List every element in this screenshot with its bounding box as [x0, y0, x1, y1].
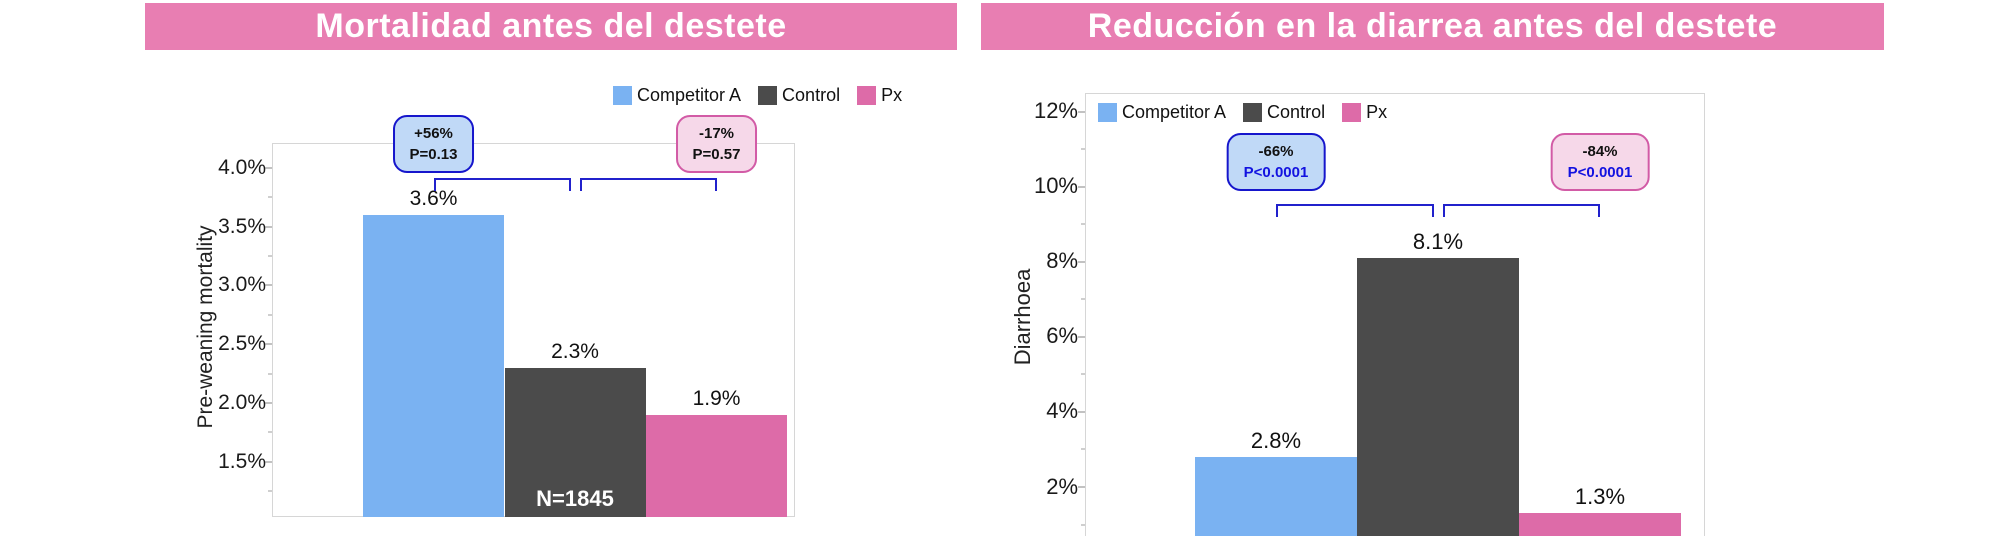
comparison-bracket-1-mortality [580, 178, 717, 191]
comparison-bracket-0-diarrhoea [1276, 204, 1434, 217]
y-axis-minor-tick-mortality [268, 372, 272, 375]
legend-item-control-diarrhoea: Control [1243, 102, 1325, 123]
annotation-delta-1-diarrhoea: -84% [1582, 143, 1618, 160]
y-axis-minor-tick-mortality [268, 431, 272, 434]
legend-item-px-mortality: Px [857, 85, 902, 106]
bar-control-diarrhoea [1357, 257, 1519, 536]
y-axis-major-tick-diarrhoea [1078, 185, 1085, 188]
bar-value-label-px-mortality: 1.9% [692, 386, 741, 410]
y-axis-tick-label-mortality: 2.0% [218, 391, 266, 415]
bar-px-mortality [646, 414, 787, 517]
legend-diarrhoea: Competitor A Control Px [1098, 102, 1387, 123]
legend-swatch-competitor-a-icon [1098, 103, 1117, 122]
y-axis-major-tick-mortality [265, 460, 272, 463]
legend-item-competitor-a-mortality: Competitor A [613, 85, 741, 106]
legend-swatch-control-icon [1243, 103, 1263, 122]
legend-label-control: Control [782, 85, 841, 105]
annotation-delta-0-mortality: +56% [414, 125, 453, 142]
legend-label-competitor-a: Competitor A [1122, 102, 1227, 122]
annotation-delta-0-diarrhoea: -66% [1258, 143, 1294, 160]
legend-label-px: Px [881, 85, 903, 105]
comparison-bracket-1-diarrhoea [1443, 204, 1600, 217]
legend-swatch-px-icon [857, 86, 877, 105]
y-axis-minor-tick-diarrhoea [1081, 448, 1085, 451]
annotation-delta-1-mortality: -17% [698, 125, 735, 142]
bar-value-label-px-diarrhoea: 1.3% [1574, 484, 1626, 510]
y-axis-major-tick-diarrhoea [1078, 486, 1085, 488]
bar-value-label-control-diarrhoea: 8.1% [1412, 228, 1464, 254]
plot-frame-diarrhoea [1085, 93, 1705, 536]
bar-competitor-a-mortality [363, 214, 504, 517]
left-chart-title-banner: Mortalidad antes del destete [145, 3, 957, 50]
y-axis-tick-label-mortality: 1.5% [218, 449, 266, 473]
y-axis-tick-label-diarrhoea: 6% [1046, 323, 1078, 349]
legend-item-px-diarrhoea: Px [1342, 102, 1387, 123]
y-axis-minor-tick-diarrhoea [1081, 373, 1085, 376]
annotation-box-0-mortality: +56% P=0.13 [392, 115, 475, 173]
bar-value-label-competitor-a-mortality: 3.6% [409, 186, 458, 210]
y-axis-tick-label-mortality: 4.0% [218, 155, 266, 179]
annotation-pvalue-0-diarrhoea: P<0.0001 [1243, 164, 1309, 181]
legend-label-px: Px [1366, 102, 1388, 122]
legend-label-control: Control [1267, 102, 1326, 122]
annotation-box-1-mortality: -17% P=0.57 [675, 115, 758, 173]
annotation-pvalue-1-mortality: P=0.57 [692, 146, 741, 163]
legend-swatch-control-icon [758, 86, 778, 105]
legend-mortality: Competitor A Control Px [613, 85, 902, 106]
y-axis-major-tick-mortality [265, 166, 272, 169]
comparison-bracket-0-mortality [433, 178, 571, 191]
legend-item-control-mortality: Control [758, 85, 840, 106]
y-axis-minor-tick-mortality [268, 196, 272, 199]
legend-label-competitor-a: Competitor A [637, 85, 742, 105]
y-axis-minor-tick-mortality [268, 490, 272, 493]
y-axis-minor-tick-diarrhoea [1081, 148, 1085, 151]
y-axis-tick-label-mortality: 3.0% [218, 273, 266, 297]
legend-swatch-competitor-a-icon [613, 86, 632, 105]
right-chart-title-banner: Reducción en la diarrea antes del destet… [981, 3, 1884, 50]
y-axis-tick-label-diarrhoea: 12% [1033, 98, 1078, 124]
y-axis-title-mortality: Pre-weaning mortality [194, 225, 217, 429]
y-axis-tick-label-diarrhoea: 10% [1033, 173, 1078, 199]
y-axis-major-tick-diarrhoea [1078, 110, 1085, 113]
bar-px-diarrhoea [1519, 513, 1681, 536]
y-axis-tick-label-diarrhoea: 8% [1046, 248, 1078, 274]
y-axis-minor-tick-mortality [268, 255, 272, 257]
y-axis-tick-label-diarrhoea: 4% [1046, 398, 1078, 424]
annotation-pvalue-0-mortality: P=0.13 [409, 146, 458, 163]
bar-value-label-control-mortality: 2.3% [551, 339, 599, 363]
annotation-pvalue-1-diarrhoea: P<0.0001 [1567, 164, 1633, 181]
y-axis-major-tick-diarrhoea [1078, 335, 1085, 338]
y-axis-major-tick-mortality [265, 284, 272, 287]
annotation-box-0-diarrhoea: -66% P<0.0001 [1226, 133, 1326, 191]
y-axis-major-tick-mortality [265, 225, 272, 228]
y-axis-minor-tick-diarrhoea [1081, 298, 1085, 301]
y-axis-tick-label-diarrhoea: 2% [1046, 473, 1078, 499]
y-axis-tick-label-mortality: 2.5% [218, 332, 266, 356]
bar-control-mortality [504, 367, 646, 517]
bar-value-label-competitor-a-diarrhoea: 2.8% [1250, 427, 1302, 453]
y-axis-major-tick-diarrhoea [1078, 410, 1085, 413]
y-axis-major-tick-mortality [265, 343, 272, 346]
y-axis-tick-label-mortality: 3.5% [218, 214, 266, 238]
sample-size-note-mortality: N=1845 [536, 486, 614, 511]
bar-competitor-a-diarrhoea [1195, 456, 1357, 536]
y-axis-title-diarrhoea: Diarrhoea [1010, 268, 1035, 366]
y-axis-minor-tick-mortality [268, 313, 272, 316]
y-axis-minor-tick-diarrhoea [1081, 523, 1085, 526]
y-axis-major-tick-diarrhoea [1078, 260, 1085, 263]
annotation-box-1-diarrhoea: -84% P<0.0001 [1550, 133, 1650, 191]
y-axis-minor-tick-diarrhoea [1081, 223, 1085, 226]
legend-item-competitor-a-diarrhoea: Competitor A [1098, 102, 1226, 123]
legend-swatch-px-icon [1342, 103, 1362, 122]
y-axis-major-tick-mortality [265, 402, 272, 404]
